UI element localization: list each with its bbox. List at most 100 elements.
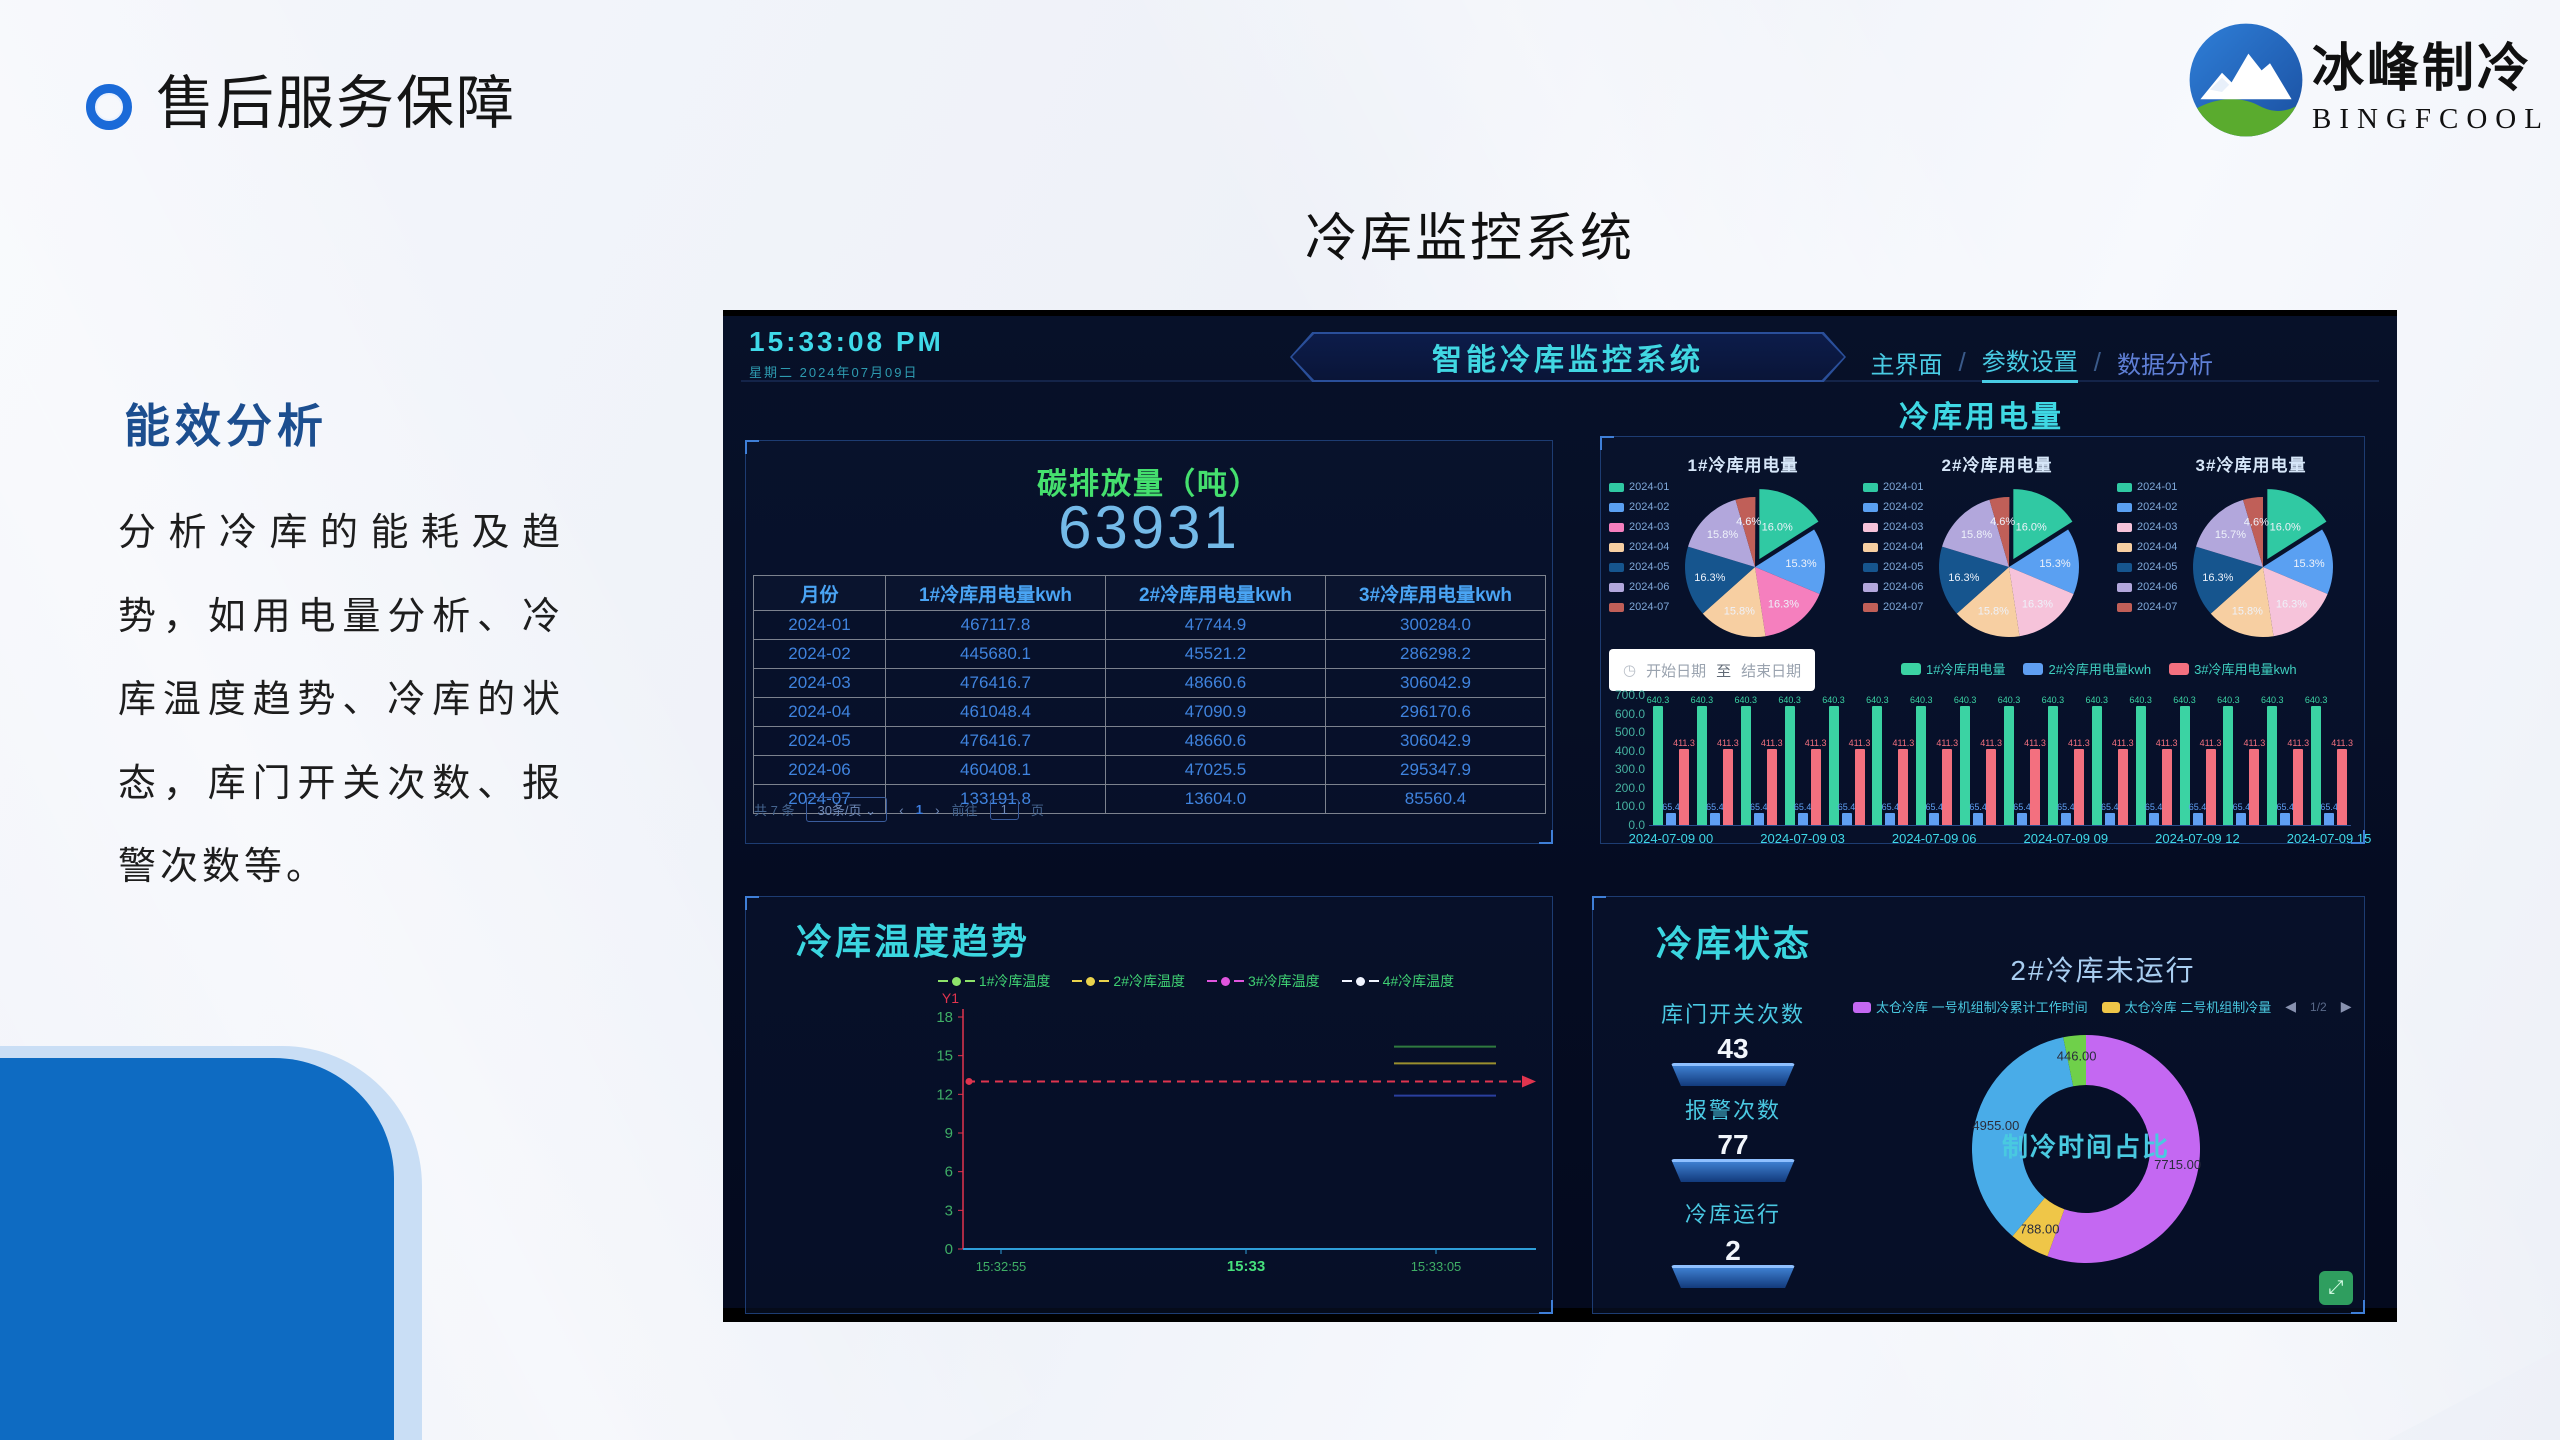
x-tick-label: 15:32:55 <box>976 1259 1027 1274</box>
pie-slice-label: 15.3% <box>2293 558 2324 570</box>
pie-legend-item[interactable]: 2024-07 <box>1609 597 1669 617</box>
temperature-legend: 1#冷库温度 2#冷库温度 3#冷库温度 4#冷库温度 <box>916 971 1476 991</box>
donut-slice <box>2063 1035 2086 1087</box>
pager-total: 共 7 条 <box>754 803 795 818</box>
pie-legend-item[interactable]: 2024-01 <box>1609 477 1669 497</box>
pie-legend-item[interactable]: 2024-06 <box>1863 577 1923 597</box>
legend-dot-icon <box>1086 976 1096 986</box>
pie-legend-item[interactable]: 2024-02 <box>1609 497 1669 517</box>
nav-item-3[interactable]: 数据分析 <box>2117 352 2213 379</box>
bar <box>2104 812 2115 825</box>
legend-label: 1#冷库温度 <box>978 973 1051 989</box>
bar-chart-legend: 1#冷库用电量 2#冷库用电量kwh 3#冷库用电量kwh <box>1901 659 2297 678</box>
pie-legend-item[interactable]: 2024-02 <box>2117 497 2177 517</box>
legend-prev-icon[interactable]: ◀ <box>2285 998 2297 1014</box>
bar <box>1973 812 1984 825</box>
status-subtitle: 2#冷库未运行 <box>2010 955 2196 986</box>
legend-label: 3#冷库用电量kwh <box>2194 662 2297 677</box>
bar-x-tick-label: 2024-07-09 06 <box>1891 831 1977 846</box>
prev-page-button[interactable]: ‹ <box>899 801 904 818</box>
date-range-picker[interactable]: ◷ 开始日期 至 结束日期 <box>1609 649 1816 691</box>
bar-legend-item[interactable]: 2#冷库用电量kwh <box>2023 659 2151 678</box>
donut-slice-label: 788.00 <box>2020 1222 2060 1237</box>
goto-unit: 页 <box>1030 803 1044 818</box>
bar-y-tick-label: 0.0 <box>1628 818 1645 832</box>
pie-legend-item[interactable]: 2024-02 <box>1863 497 1923 517</box>
stat-pedestal <box>1671 1265 1795 1288</box>
table-cell: 13604.0 <box>1105 784 1326 814</box>
stat-label: 报警次数 <box>1684 1098 1781 1123</box>
bar-value-label: 65.4 <box>1881 801 1900 812</box>
x-tick-label: 15:33 <box>1227 1258 1265 1275</box>
bar-value-label: 640.3 <box>2217 695 2240 706</box>
bar-value-label: 411.3 <box>2287 737 2310 748</box>
pie-legend-item[interactable]: 2024-06 <box>2117 577 2177 597</box>
pie-title: 2#冷库用电量 <box>1941 456 2053 475</box>
date-start-placeholder[interactable]: 开始日期 <box>1646 662 1707 680</box>
pie-slice <box>1755 529 1825 594</box>
current-page[interactable]: 1 <box>915 802 923 817</box>
donut-legend-item[interactable]: 太仓冷库 二号机组制冷量 <box>2101 997 2271 1016</box>
pie-legend-item[interactable]: 2024-05 <box>2117 557 2177 577</box>
bar <box>2236 812 2247 825</box>
temp-legend-item[interactable]: 1#冷库温度 <box>937 971 1051 991</box>
pie-legend-item[interactable]: 2024-05 <box>1609 557 1669 577</box>
bar <box>1898 748 1909 825</box>
pie-slice <box>1989 497 2010 567</box>
temp-legend-item[interactable]: 4#冷库温度 <box>1341 971 1454 991</box>
pie-slice-label: 16.3% <box>2022 598 2053 610</box>
temp-legend-item[interactable]: 2#冷库温度 <box>1072 971 1185 991</box>
main-nav: 主界面 / 参数设置 / 数据分析 <box>1871 342 2213 383</box>
pie-legend-item[interactable]: 2024-07 <box>2117 597 2177 617</box>
pie-slice-label: 16.3% <box>1768 598 1799 610</box>
pie-legend-item[interactable]: 2024-07 <box>1863 597 1923 617</box>
bar-value-label: 65.4 <box>1837 801 1856 812</box>
bar <box>2337 748 2348 825</box>
temp-legend-item[interactable]: 3#冷库温度 <box>1207 971 1320 991</box>
table-cell: 85560.4 <box>1325 784 1546 814</box>
pie-legend-item[interactable]: 2024-01 <box>2117 477 2177 497</box>
pie-slice-label: 16.0% <box>2016 522 2047 534</box>
legend-swatch-icon <box>1609 602 1624 612</box>
reference-arrow-icon <box>1522 1075 1536 1088</box>
pie-legend-item[interactable]: 2024-06 <box>1609 577 1669 597</box>
bar <box>1797 812 1808 825</box>
pie-legend-item[interactable]: 2024-01 <box>1863 477 1923 497</box>
pie-legend-item[interactable]: 2024-05 <box>1863 557 1923 577</box>
bar-legend-item[interactable]: 3#冷库用电量kwh <box>2169 659 2297 678</box>
section-paragraph: 分析冷库的能耗及趋势，如用电量分析、冷库温度趋势、冷库的状态，库门开关次数、报警… <box>118 512 564 889</box>
pie-legend-item[interactable]: 2024-04 <box>2117 537 2177 557</box>
app-title: 智能冷库监控系统 <box>1432 344 1704 377</box>
pie-legend-item[interactable]: 2024-03 <box>1609 517 1669 537</box>
table-cell: 47744.9 <box>1105 610 1326 640</box>
pie-slice <box>2009 529 2079 594</box>
pie-legend-item[interactable]: 2024-03 <box>2117 517 2177 537</box>
date-end-placeholder[interactable]: 结束日期 <box>1741 662 1802 680</box>
pie-chart: 16.0%15.3%16.3%15.8%16.3%15.8%4.6% <box>1939 489 2079 637</box>
bar-value-label: 640.3 <box>1909 695 1933 706</box>
pie-slice-label: 15.8% <box>1961 529 1992 541</box>
pie-legend-item[interactable]: 2024-04 <box>1863 537 1923 557</box>
pie-title: 3#冷库用电量 <box>2195 456 2307 475</box>
expand-icon[interactable]: ⤢ <box>2319 1271 2353 1305</box>
nav-item-1[interactable]: 主界面 <box>1870 352 1943 379</box>
bar-value-label: 411.3 <box>2199 737 2222 748</box>
goto-page-input[interactable]: 1 <box>989 799 1019 820</box>
table-cell: 295347.9 <box>1325 755 1546 785</box>
bar-legend-item[interactable]: 1#冷库用电量 <box>1901 659 2005 678</box>
pie-legend-item[interactable]: 2024-03 <box>1863 517 1923 537</box>
nav-item-2[interactable]: 参数设置 <box>1981 342 2078 383</box>
legend-swatch-icon <box>2117 582 2132 592</box>
donut-legend-item[interactable]: 太仓冷库 一号机组制冷累计工作时间 <box>1853 997 2088 1016</box>
next-page-button[interactable]: › <box>934 801 940 818</box>
legend-dot-icon <box>1355 976 1365 986</box>
bar <box>2060 812 2071 825</box>
pie-legend-item[interactable]: 2024-04 <box>1609 537 1669 557</box>
table-cell: 48660.6 <box>1105 668 1326 698</box>
page-size-select[interactable]: 30条/页 ⌄ <box>806 797 888 822</box>
bar-value-label: 640.3 <box>1866 695 1889 706</box>
legend-next-icon[interactable]: ▶ <box>2340 998 2352 1014</box>
table-cell: 45521.2 <box>1105 639 1326 669</box>
clock-time: 15:33:08 PM <box>749 326 944 357</box>
